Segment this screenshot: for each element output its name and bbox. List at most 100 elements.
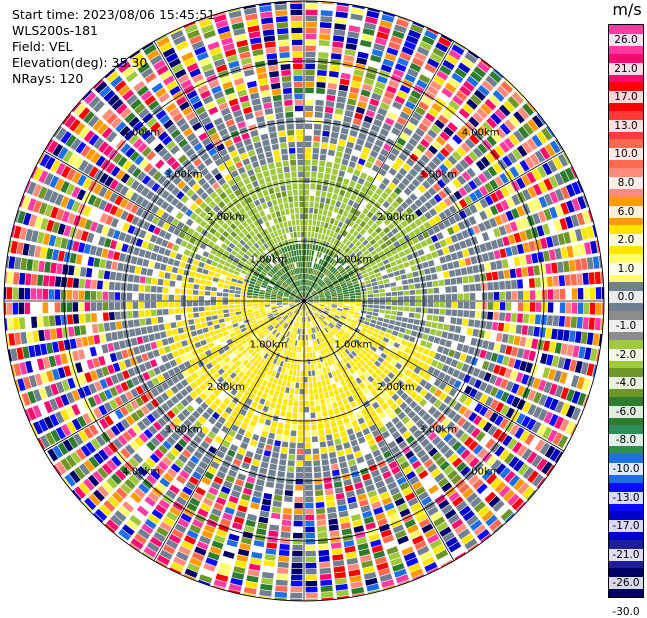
velocity-gate — [330, 530, 340, 537]
velocity-gate — [589, 272, 595, 284]
velocity-gate — [305, 82, 314, 88]
velocity-gate — [337, 400, 343, 407]
velocity-gate — [76, 338, 83, 348]
velocity-gate — [218, 283, 224, 287]
velocity-gate — [326, 303, 332, 305]
velocity-gate — [502, 334, 509, 343]
velocity-gate — [247, 304, 253, 307]
velocity-gate — [32, 260, 39, 272]
velocity-gate — [103, 292, 109, 300]
velocity-gate — [116, 321, 122, 329]
velocity-gate — [373, 309, 379, 313]
velocity-gate — [343, 442, 351, 449]
velocity-gate — [464, 302, 470, 309]
velocity-gate — [441, 331, 448, 338]
velocity-gate — [398, 307, 404, 311]
velocity-gate — [287, 466, 294, 472]
velocity-gate — [142, 259, 149, 267]
velocity-gate — [224, 285, 230, 289]
velocity-gate — [301, 359, 304, 365]
velocity-gate — [518, 291, 524, 300]
velocity-gate — [259, 294, 265, 296]
velocity-gate — [308, 220, 312, 226]
velocity-gate — [366, 283, 372, 287]
velocity-gate — [296, 467, 303, 473]
velocity-gate — [345, 205, 351, 212]
velocity-gate — [272, 396, 278, 402]
velocity-gate — [338, 295, 344, 297]
velocity-gate — [327, 385, 332, 391]
velocity-gate — [162, 256, 169, 263]
velocity-gate — [235, 298, 241, 301]
velocity-gate — [403, 334, 410, 340]
velocity-gate — [593, 333, 600, 346]
velocity-gate — [403, 262, 410, 268]
velocity-gate — [229, 298, 235, 301]
velocity-gate — [401, 256, 408, 262]
velocity-gate — [356, 295, 362, 298]
velocity-gate — [172, 351, 179, 358]
velocity-gate — [487, 282, 493, 290]
velocity-gate — [283, 399, 288, 405]
velocity-gate — [563, 330, 570, 341]
velocity-gate — [277, 298, 283, 299]
velocity-gate — [440, 294, 446, 300]
velocity-gate — [285, 387, 290, 393]
velocity-gate — [404, 307, 410, 312]
velocity-gate — [309, 383, 313, 389]
velocity-gate — [165, 323, 171, 330]
velocity-gate — [312, 154, 318, 160]
velocity-gate — [184, 346, 191, 353]
velocity-gate — [308, 232, 311, 238]
velocity-gate — [323, 368, 327, 374]
velocity-gate — [157, 286, 163, 292]
velocity-gate — [305, 124, 312, 130]
velocity-gate — [311, 418, 316, 424]
velocity-gate — [320, 580, 332, 586]
velocity-gate — [422, 302, 428, 307]
velocity-gate — [197, 267, 203, 273]
velocity-gate — [314, 202, 319, 208]
velocity-gate — [319, 435, 325, 441]
velocity-gate — [402, 280, 408, 285]
velocity-gate — [310, 196, 315, 202]
velocity-gate — [410, 296, 416, 301]
velocity-gate — [253, 306, 259, 309]
velocity-gate — [277, 568, 288, 574]
velocity-gate — [299, 401, 303, 407]
velocity-gate — [313, 448, 320, 454]
velocity-gate — [275, 489, 284, 495]
velocity-gate — [317, 526, 327, 532]
velocity-gate — [317, 178, 323, 184]
velocity-gate — [504, 323, 510, 332]
velocity-gate — [456, 318, 462, 325]
velocity-gate — [339, 462, 347, 469]
velocity-gate — [465, 258, 472, 266]
velocity-gate — [350, 194, 357, 201]
velocity-gate — [312, 352, 315, 358]
velocity-gate — [250, 465, 258, 472]
velocity-gate — [230, 286, 236, 290]
velocity-gate — [351, 175, 358, 182]
velocity-gate — [384, 314, 390, 318]
velocity-gate — [533, 327, 540, 337]
velocity-gate — [332, 402, 338, 408]
velocity-gate — [259, 436, 266, 443]
velocity-gate — [412, 325, 418, 331]
velocity-gate — [189, 271, 195, 277]
velocity-gate — [340, 79, 350, 86]
velocity-gate — [157, 294, 163, 300]
velocity-gate — [50, 263, 57, 274]
velocity-gate — [305, 190, 310, 196]
velocity-gate — [58, 251, 65, 262]
velocity-gate — [248, 287, 254, 290]
velocity-gate — [313, 382, 317, 388]
velocity-gate — [314, 466, 321, 472]
velocity-gate — [324, 373, 329, 379]
velocity-gate — [462, 345, 469, 353]
velocity-gate — [264, 450, 272, 457]
velocity-gate — [346, 142, 354, 149]
velocity-gate — [312, 370, 316, 376]
velocity-gate — [278, 422, 284, 428]
velocity-gate — [379, 266, 385, 271]
